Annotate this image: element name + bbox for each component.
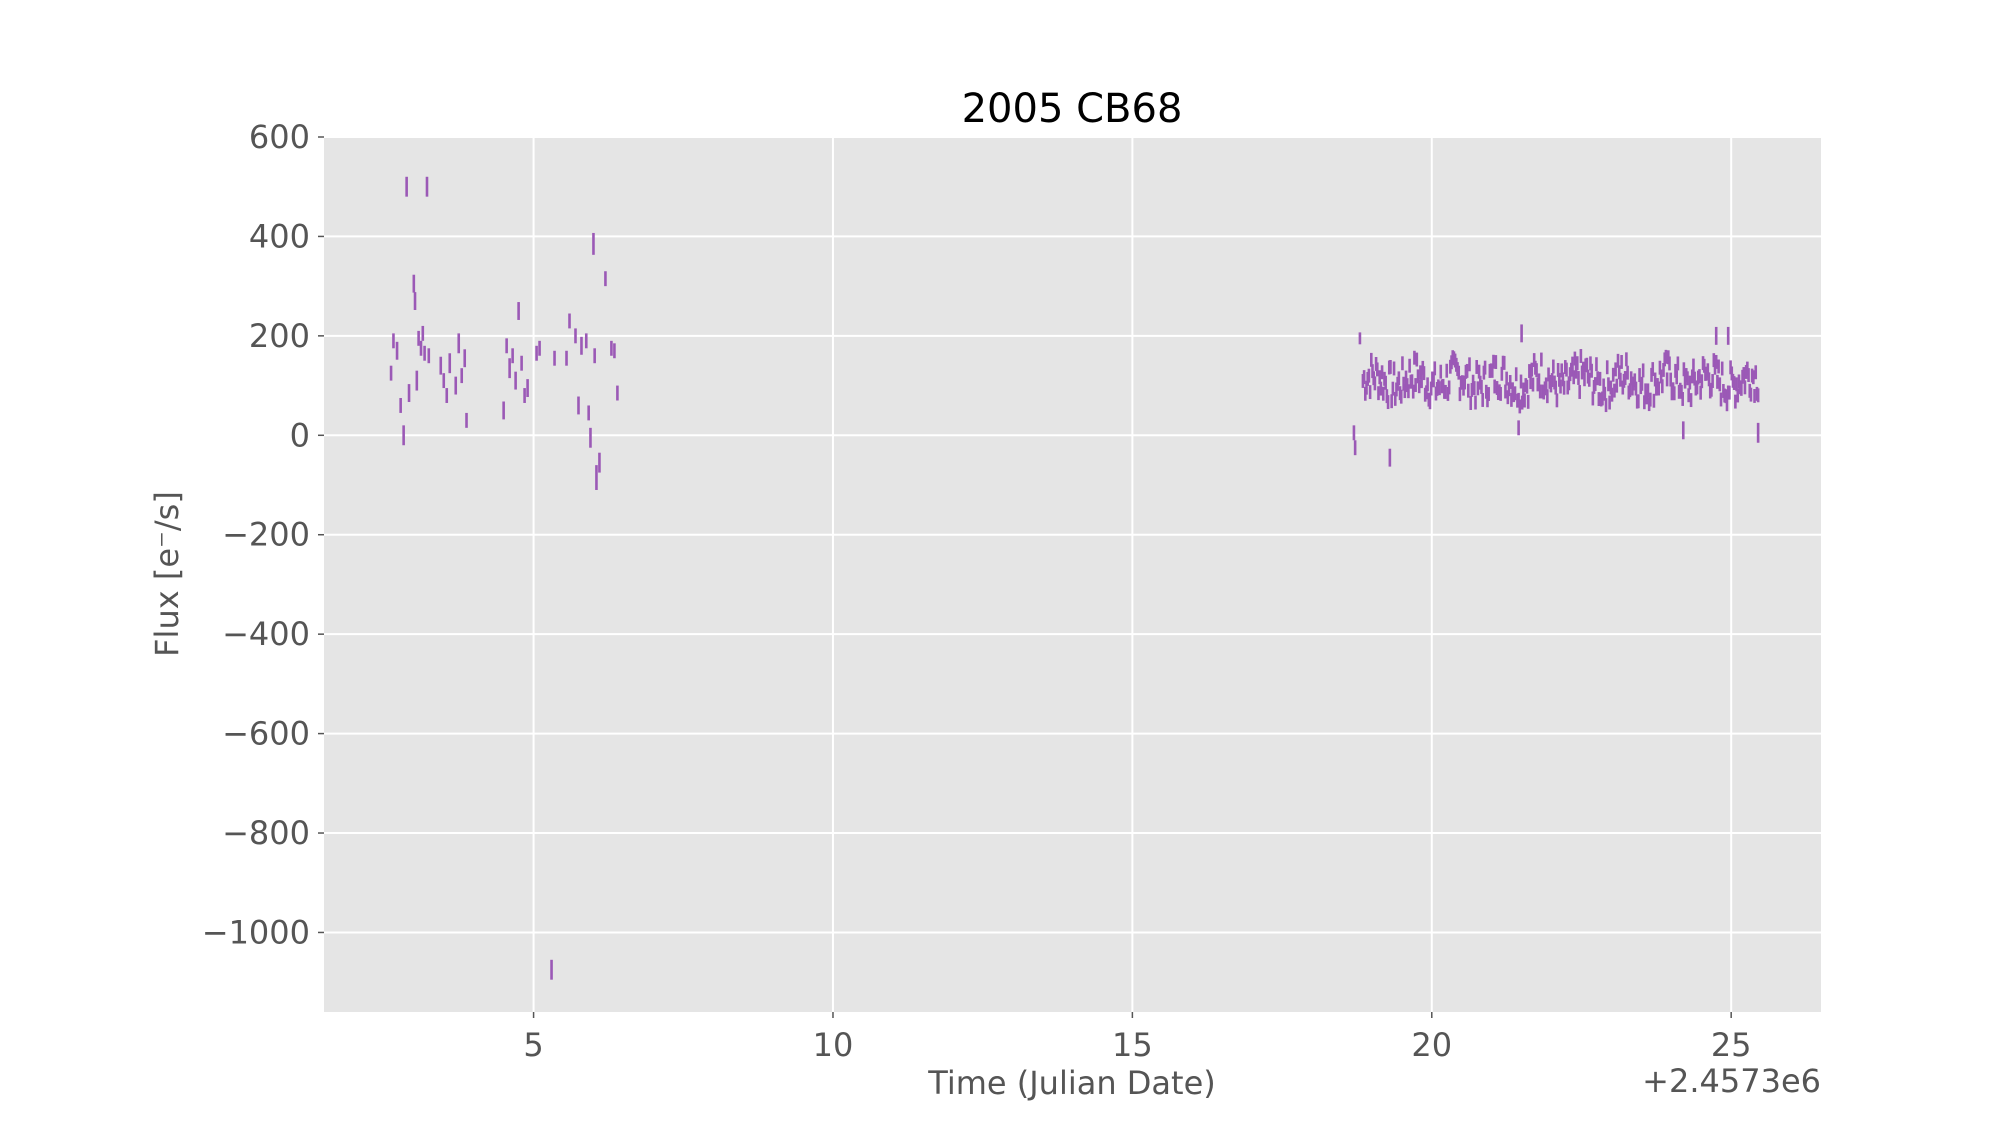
x-tick-label: 25 bbox=[1711, 1026, 1752, 1064]
x-tick-label: 15 bbox=[1112, 1026, 1153, 1064]
y-tick-label: 600 bbox=[249, 118, 310, 156]
y-axis-label: Flux [e⁻/s] bbox=[148, 491, 186, 657]
ticks: 5 10 15 20 25 600 400 200 0 −200 −400 −600 −800 −1000 bbox=[202, 118, 1752, 1064]
data-points bbox=[389, 176, 1760, 980]
y-tick-label: −600 bbox=[222, 715, 310, 753]
x-offset-label: +2.4573e6 bbox=[1642, 1062, 1821, 1100]
y-tick-label: −400 bbox=[222, 615, 310, 653]
grid bbox=[324, 136, 1821, 1012]
x-tick-label: 20 bbox=[1411, 1026, 1452, 1064]
y-tick-label: 0 bbox=[290, 416, 310, 454]
y-tick-label: 200 bbox=[249, 317, 310, 355]
chart-title: 2005 CB68 bbox=[962, 86, 1183, 132]
y-tick-label: −200 bbox=[222, 516, 310, 554]
y-tick-label: 400 bbox=[249, 217, 310, 255]
plot-background bbox=[324, 137, 1821, 1012]
x-tick-label: 5 bbox=[523, 1026, 543, 1064]
y-tick-label: −1000 bbox=[202, 913, 310, 951]
y-tick-label: −800 bbox=[222, 814, 310, 852]
x-tick-label: 10 bbox=[813, 1026, 854, 1064]
x-axis-label: Time (Julian Date) bbox=[927, 1064, 1216, 1102]
